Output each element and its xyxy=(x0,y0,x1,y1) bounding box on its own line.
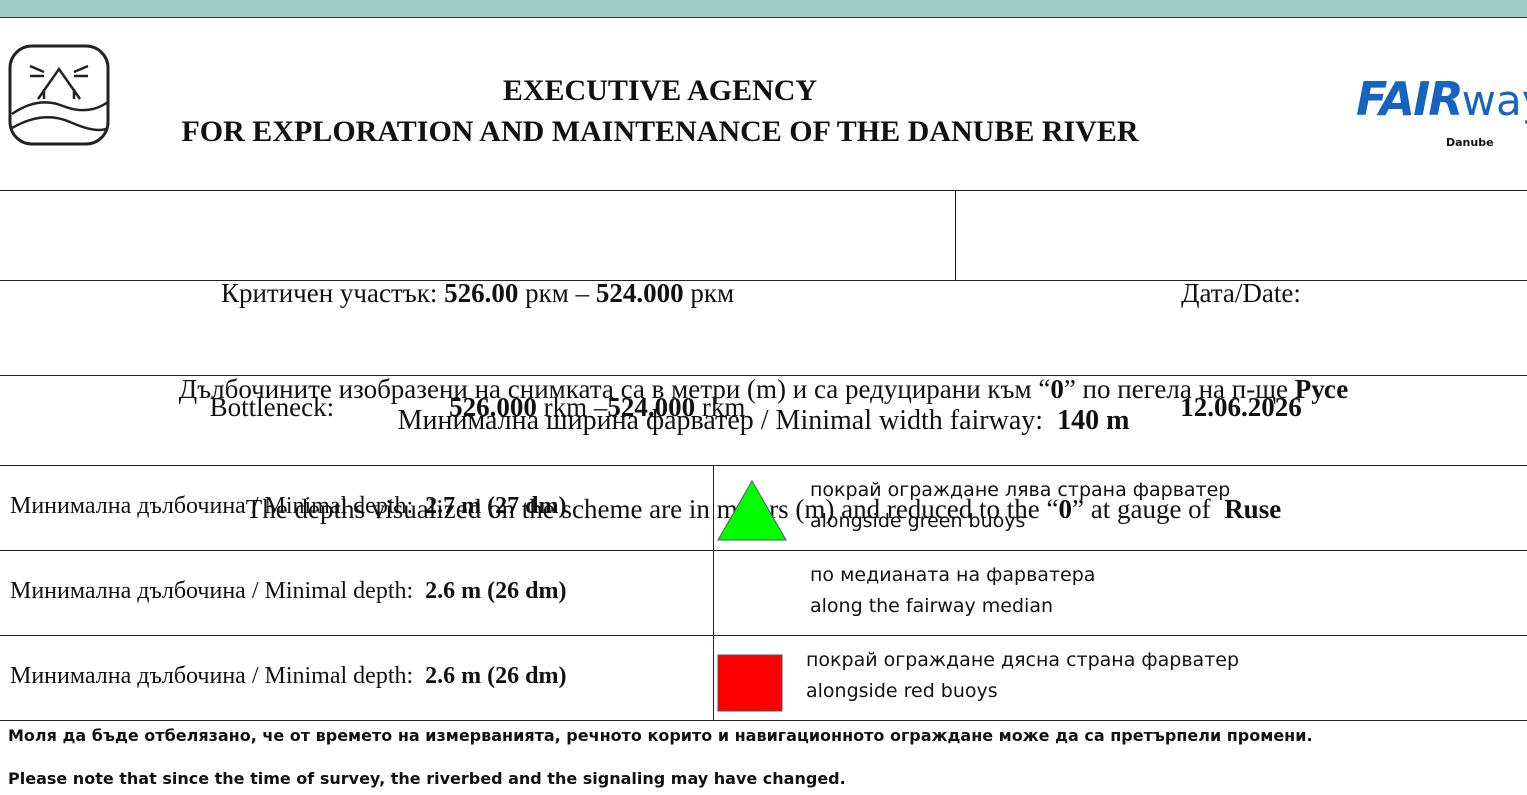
legend-line: покрай ограждане лява страна фарватер xyxy=(810,479,1231,501)
text-segment: The depths visualized on the scheme are … xyxy=(245,494,1059,524)
legend-icon xyxy=(717,479,787,541)
title-line: EXECUTIVE AGENCY xyxy=(502,74,818,107)
logo-bold: FAIR xyxy=(1356,72,1464,126)
note: Моля да бъде отбелязано, че от времето н… xyxy=(8,726,1313,745)
top-bar xyxy=(0,0,1527,18)
text-segment: 140 m xyxy=(1057,405,1130,436)
title-line: FOR EXPLORATION AND MAINTENANCE OF THE D… xyxy=(181,115,1139,148)
square xyxy=(717,654,783,712)
legend-text: покрай ограждане дясна страна фарватер al… xyxy=(806,645,1239,707)
text-segment: ркм – xyxy=(518,278,596,308)
rule xyxy=(955,190,956,280)
depths-line: Дълбочините изобразени на снимката са в … xyxy=(0,369,1527,409)
date: 12.06.2026 xyxy=(1180,392,1302,422)
text-segment: Минимална дълбочина / Minimal depth: xyxy=(10,578,426,604)
text-segment: Ruse xyxy=(1224,494,1282,524)
legend-line: along the fairway median xyxy=(810,595,1054,617)
legend-line: alongside green buoys xyxy=(810,510,1026,532)
text-segment: Критичен участък: xyxy=(220,278,445,308)
depth-label: Минимална дълбочина / Minimal depth: 2.6… xyxy=(10,578,566,605)
text-segment: Дълбочините изобразени на снимката са в … xyxy=(178,374,1051,404)
agency-logo xyxy=(8,44,110,146)
text-segment: 2.6 m (26 dm) xyxy=(425,663,567,689)
fairway-logo: FAIRway Danube xyxy=(1356,72,1527,149)
rule xyxy=(0,280,1527,281)
text-segment: 0 xyxy=(1050,374,1064,404)
depths-line: The depths visualized on the scheme are … xyxy=(0,489,1527,529)
rule xyxy=(0,375,1527,376)
rule xyxy=(0,465,1527,466)
text-segment: 526.00 xyxy=(444,278,519,308)
depths-note: Дълбочините изобразени на снимката са в … xyxy=(0,289,1527,569)
legend-line: alongside red buoys xyxy=(806,680,998,702)
note: Please note that since the time of surve… xyxy=(8,769,846,788)
min-width: Минимална ширина фарватер / Minimal widt… xyxy=(0,405,1527,437)
depth-label: Минимална дълбочина / Minimal depth: 2.6… xyxy=(10,663,566,690)
triangle xyxy=(717,479,787,541)
date-label: Дата/Date: xyxy=(1181,278,1301,308)
legend-line: покрай ограждане дясна страна фарватер xyxy=(806,649,1240,671)
rule xyxy=(0,190,1527,191)
text-segment: Минимална дълбочина / Minimal depth: xyxy=(10,493,426,519)
rule xyxy=(0,550,1527,551)
text-segment: 524.000 xyxy=(595,278,684,308)
legend-text: покрай ограждане лява страна фарватер alo… xyxy=(810,475,1230,537)
text-segment: rkm xyxy=(695,392,746,422)
text-segment: 2.7 m (27 dm) xyxy=(425,493,567,519)
depth-label: Минимална дълбочина / Minimal depth: 2.7… xyxy=(10,493,566,520)
bottleneck: Критичен участък: 526.00 ркм – 524.000 р… xyxy=(0,198,955,464)
text-segment: ркм xyxy=(683,278,735,308)
text-segment: ” по пегела на п-ще xyxy=(1063,374,1295,404)
bottleneck-line: Критичен участък: 526.00 ркм – 524.000 р… xyxy=(0,274,955,312)
text-segment: Минимална ширина фарватер / Minimal widt… xyxy=(397,405,1058,436)
logo-light: way xyxy=(1461,76,1527,125)
text-segment: ” at gauge of xyxy=(1072,494,1225,524)
date-block: Дата/Date: 12.06.2026 xyxy=(955,198,1527,464)
text-segment: 524.000 xyxy=(607,392,696,422)
rule xyxy=(0,635,1527,636)
text-segment: Русе xyxy=(1294,374,1349,404)
text-segment: Bottleneck: xyxy=(209,392,335,422)
legend-text: по медианата на фарватера along the fairw… xyxy=(810,560,1095,622)
text-segment: 526.000 xyxy=(449,392,537,422)
rule xyxy=(713,465,714,720)
text-segment: 0 xyxy=(1058,494,1073,524)
text-segment: 2.6 m (26 dm) xyxy=(425,578,567,604)
rule xyxy=(0,720,1527,721)
legend-icon xyxy=(717,654,783,712)
text-segment: Минимална дълбочина / Minimal depth: xyxy=(10,663,426,689)
logo-sub: Danube xyxy=(1446,136,1494,149)
bottleneck-line: Bottleneck: 526.000 rkm –524.000 rkm xyxy=(0,388,955,426)
text-segment: rkm – xyxy=(536,392,608,422)
legend-line: по медианата на фарватера xyxy=(810,564,1096,586)
